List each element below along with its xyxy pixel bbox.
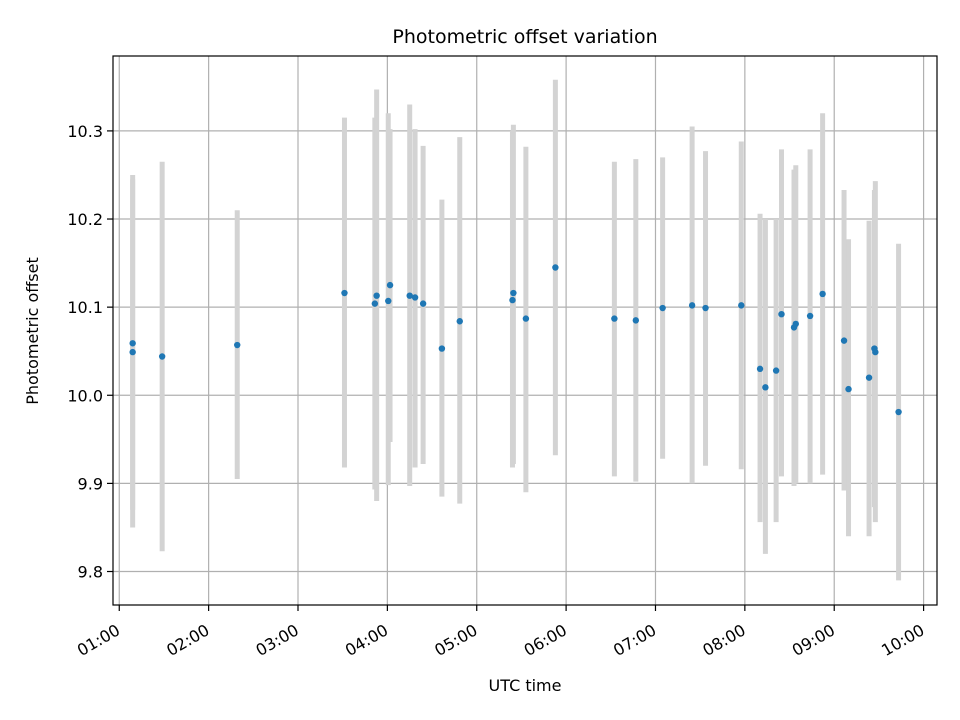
data-point-14 — [509, 296, 516, 304]
data-point-29 — [792, 320, 799, 328]
data-point-3 — [234, 341, 241, 349]
data-point-32 — [840, 337, 848, 344]
y-tick-label-3: 10.1 — [67, 298, 103, 317]
data-point-25 — [762, 384, 769, 391]
data-point-17 — [552, 264, 559, 271]
data-point-23 — [738, 302, 745, 309]
data-point-21 — [688, 302, 696, 309]
data-point-27 — [778, 310, 785, 318]
data-point-33 — [845, 385, 852, 393]
data-point-18 — [611, 315, 618, 322]
data-point-22 — [702, 304, 709, 312]
data-point-12 — [438, 345, 446, 352]
data-point-15 — [510, 289, 517, 297]
y-axis-ticks: 9.8 9.9 10.0 10.1 10.2 10.3 — [67, 122, 113, 582]
data-point-11 — [419, 300, 427, 307]
data-point-10 — [411, 294, 419, 301]
x-axis-title: UTC time — [489, 676, 562, 695]
y-tick-label-0: 9.8 — [78, 563, 103, 582]
y-tick-label-2: 10.0 — [67, 386, 103, 405]
data-point-36 — [872, 348, 879, 356]
data-point-6 — [373, 292, 380, 299]
data-point-8 — [386, 281, 394, 289]
data-point-34 — [865, 374, 873, 381]
data-point-19 — [632, 317, 640, 324]
data-point-30 — [806, 312, 814, 320]
data-point-1 — [129, 348, 136, 356]
data-point-7 — [385, 297, 392, 305]
data-point-20 — [659, 304, 666, 312]
y-tick-label-1: 9.9 — [78, 474, 103, 493]
data-point-31 — [819, 290, 826, 298]
data-point-9 — [406, 292, 413, 299]
chart-title: Photometric offset variation — [392, 26, 657, 48]
data-point-16 — [522, 315, 530, 322]
y-axis-title: Photometric offset — [23, 257, 42, 405]
data-markers — [129, 264, 902, 416]
data-point-26 — [772, 367, 780, 374]
y-tick-label-4: 10.2 — [67, 210, 103, 229]
data-point-13 — [456, 318, 463, 325]
data-point-4 — [341, 289, 348, 297]
data-point-5 — [371, 300, 379, 307]
data-point-2 — [158, 353, 166, 360]
data-point-0 — [129, 340, 136, 347]
data-point-24 — [756, 365, 764, 373]
y-tick-label-5: 10.3 — [67, 122, 103, 141]
data-point-37 — [895, 408, 902, 416]
plot-frame — [112, 55, 938, 606]
